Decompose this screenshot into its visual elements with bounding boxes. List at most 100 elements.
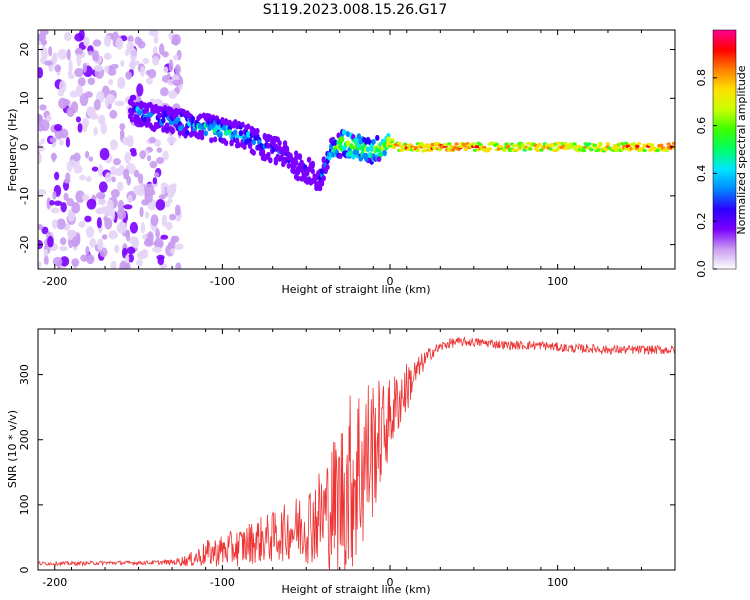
noise-cell bbox=[63, 192, 69, 201]
noise-cell bbox=[103, 34, 112, 48]
ridge-cell bbox=[555, 141, 561, 145]
noise-cell bbox=[83, 36, 90, 47]
noise-cell bbox=[40, 119, 50, 132]
noise-cell bbox=[140, 222, 146, 234]
colorbar-tick-label: 0.0 bbox=[695, 260, 708, 278]
noise-cell bbox=[51, 152, 56, 163]
noise-cell bbox=[174, 243, 184, 250]
noise-cell bbox=[47, 235, 54, 248]
noise-cell bbox=[109, 139, 118, 151]
noise-cell bbox=[38, 114, 44, 126]
noise-cell bbox=[93, 64, 104, 72]
noise-cell bbox=[168, 90, 177, 99]
noise-cell bbox=[114, 244, 120, 254]
noise-cell bbox=[71, 202, 81, 214]
noise-cell bbox=[106, 199, 114, 213]
ridge-cell bbox=[666, 142, 671, 146]
ridge-cell bbox=[321, 175, 327, 182]
noise-cell bbox=[103, 216, 108, 222]
ridge-cell bbox=[386, 136, 391, 143]
noise-cell bbox=[140, 66, 145, 78]
noise-cell bbox=[128, 60, 136, 70]
ridge-cell bbox=[198, 113, 203, 120]
noise-cell bbox=[154, 139, 161, 147]
noise-cell bbox=[67, 70, 73, 77]
noise-cell bbox=[137, 173, 144, 184]
ridge-cell bbox=[281, 150, 286, 157]
ridge-cell bbox=[251, 149, 256, 156]
ridge-cell bbox=[365, 146, 371, 153]
noise-cell bbox=[168, 59, 174, 73]
noise-cell bbox=[84, 215, 92, 223]
noise-cell bbox=[97, 164, 104, 177]
ridge-cell bbox=[520, 142, 526, 147]
noise-cell bbox=[78, 30, 85, 41]
ridge-cell bbox=[592, 143, 598, 147]
ridge-cell bbox=[240, 121, 245, 128]
ridge-cell bbox=[146, 116, 151, 123]
noise-cell bbox=[108, 230, 118, 240]
noise-cell bbox=[53, 200, 63, 206]
ridge-cell bbox=[415, 148, 421, 153]
noise-cell bbox=[59, 256, 70, 267]
noise-cell bbox=[174, 64, 181, 75]
ridge-cell bbox=[478, 143, 483, 147]
colorbar-gradient bbox=[713, 30, 736, 269]
ridge-cell bbox=[209, 137, 214, 144]
noise-cell bbox=[89, 113, 99, 120]
ridge-cell bbox=[548, 147, 553, 151]
noise-cell bbox=[158, 43, 165, 56]
noise-cell bbox=[70, 101, 79, 114]
ridge-cell bbox=[295, 169, 301, 176]
ridge-cell bbox=[293, 150, 299, 157]
ridge-cell bbox=[233, 129, 238, 136]
ridge-cell bbox=[293, 159, 299, 166]
ridge-cell bbox=[649, 143, 655, 147]
ridge-cell bbox=[131, 94, 137, 101]
noise-cell bbox=[85, 226, 95, 238]
ridge-cell bbox=[199, 129, 205, 136]
ridge-cell bbox=[544, 143, 550, 147]
noise-cell bbox=[149, 160, 158, 169]
ridge-cell bbox=[170, 128, 175, 135]
ridge-cell bbox=[238, 130, 244, 137]
ridge-cell bbox=[454, 142, 459, 146]
noise-cell bbox=[147, 68, 157, 79]
ridge-cell bbox=[474, 145, 480, 149]
ridge-cell bbox=[358, 155, 363, 162]
ridge-cell bbox=[247, 137, 253, 144]
noise-cell bbox=[173, 54, 179, 61]
spectrogram-frame bbox=[37, 29, 676, 270]
noise-cell bbox=[38, 224, 44, 231]
noise-cell bbox=[129, 221, 139, 234]
ridge-cell bbox=[511, 144, 516, 148]
noise-cell bbox=[54, 171, 60, 181]
ridge-cell bbox=[137, 109, 142, 116]
ridge-cell bbox=[612, 144, 618, 148]
ridge-cell bbox=[620, 142, 625, 146]
spectrogram-y-axis-label: Frequency (Hz) bbox=[6, 109, 19, 192]
ridge-cell bbox=[129, 116, 135, 123]
noise-cell bbox=[44, 60, 53, 66]
noise-cell bbox=[156, 254, 165, 260]
snr-frame bbox=[37, 328, 676, 571]
ridge-cell bbox=[375, 134, 380, 141]
noise-cell bbox=[79, 174, 86, 181]
noise-cell bbox=[172, 79, 182, 86]
noise-cell bbox=[57, 48, 68, 60]
ridge-cell bbox=[487, 147, 492, 151]
ridge-cell bbox=[325, 164, 330, 171]
noise-cell bbox=[110, 208, 116, 221]
noise-cell bbox=[166, 136, 177, 144]
noise-cell bbox=[174, 204, 181, 216]
ridge-cell bbox=[310, 168, 315, 175]
spectrogram-y-tick-label: 0 bbox=[18, 144, 31, 151]
noise-cell bbox=[38, 189, 47, 196]
noise-cell bbox=[140, 248, 149, 259]
noise-cell bbox=[158, 194, 167, 200]
ridge-cell bbox=[664, 148, 669, 153]
noise-cell bbox=[126, 246, 136, 255]
ridge-cell bbox=[450, 148, 456, 152]
